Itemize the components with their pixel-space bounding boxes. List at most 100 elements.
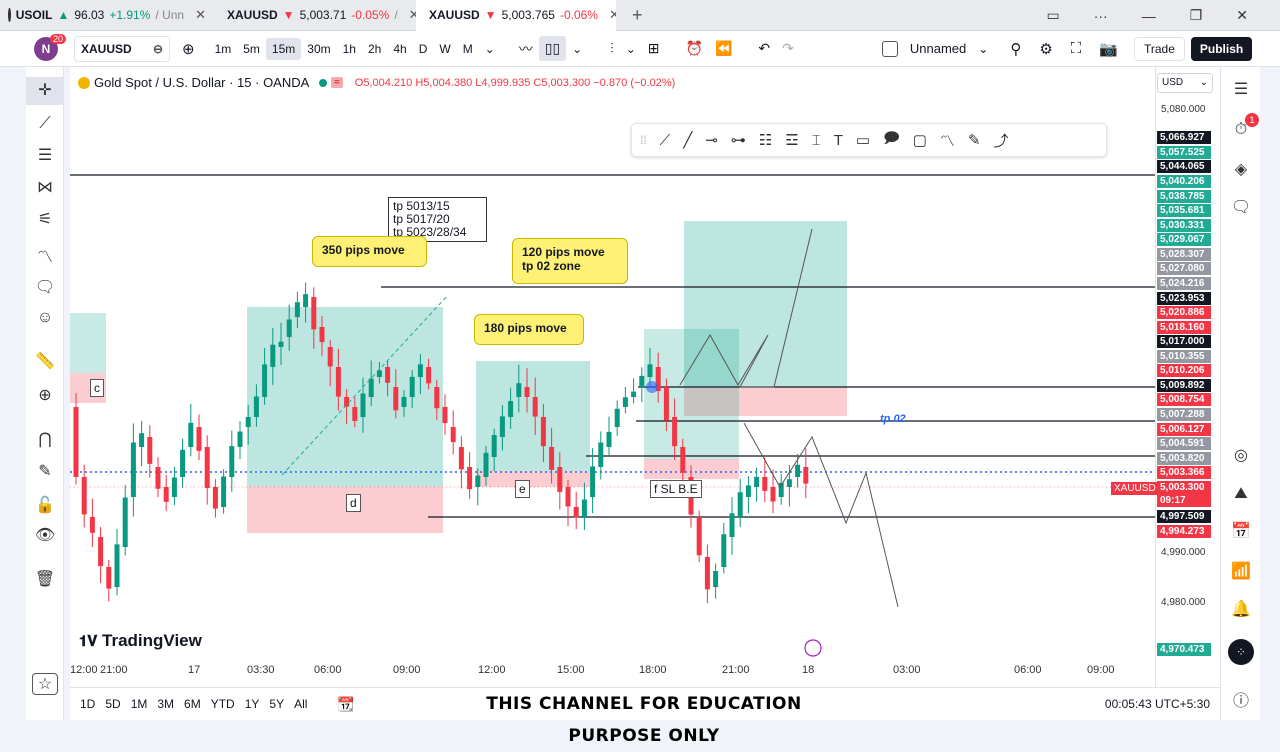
magnet-icon[interactable]: ⋂ bbox=[38, 431, 52, 448]
interval-2h[interactable]: 2h bbox=[367, 41, 382, 56]
measure-icon[interactable]: 📏 bbox=[35, 353, 55, 370]
curve-icon[interactable]: ⤴ bbox=[993, 132, 1009, 150]
fib-icon[interactable]: ☰ bbox=[37, 147, 53, 164]
zoom-icon[interactable]: ⊕ bbox=[38, 387, 52, 404]
interval-30m[interactable]: 30m bbox=[307, 41, 331, 56]
fib-extension-icon[interactable]: ☲ bbox=[785, 132, 799, 149]
text-tool-icon[interactable]: 🗨 bbox=[34, 279, 56, 296]
screen-icon[interactable]: ▭ bbox=[1046, 7, 1060, 23]
lock-icon[interactable]: 🔓 bbox=[35, 497, 55, 514]
alerts-clock-icon[interactable]: ⏱ bbox=[1234, 121, 1248, 138]
line-chart-icon[interactable]: 〰 bbox=[518, 40, 533, 57]
callout-icon[interactable]: ▭ bbox=[855, 132, 871, 149]
minimize-icon[interactable]: — bbox=[1141, 7, 1156, 24]
ideas-icon[interactable]: ⛰ bbox=[1234, 485, 1248, 502]
favorites-icon[interactable]: ☆ bbox=[32, 673, 58, 695]
more-icon[interactable]: ··· bbox=[1093, 7, 1108, 24]
interval-D[interactable]: D bbox=[418, 41, 428, 56]
interval-1m[interactable]: 1m bbox=[214, 41, 232, 56]
publish-button[interactable]: Publish bbox=[1190, 36, 1253, 61]
crosshair-icon[interactable]: ✛ bbox=[26, 77, 64, 105]
position-icon[interactable]: ⚟ bbox=[37, 211, 53, 228]
apps-grid-icon[interactable]: ⁘ bbox=[1221, 639, 1261, 665]
ray-icon[interactable]: ⟋ bbox=[659, 131, 671, 149]
target-icon[interactable]: ◎ bbox=[1234, 447, 1248, 464]
line-icon[interactable]: ╱ bbox=[683, 132, 693, 149]
undo-icon[interactable]: ↶ bbox=[758, 40, 771, 56]
tag-d[interactable]: d bbox=[346, 494, 361, 512]
chat-icon[interactable]: 🗨 bbox=[1230, 199, 1252, 216]
indicators-icon[interactable]: ⫶ bbox=[610, 40, 614, 56]
trash-icon[interactable]: 🗑 bbox=[34, 571, 56, 588]
fullscreen-icon[interactable]: ⛶ bbox=[1070, 40, 1082, 57]
range-3m[interactable]: 3M bbox=[157, 697, 175, 711]
candles-icon[interactable]: ▯▯ bbox=[538, 36, 567, 61]
redo-icon[interactable]: ↷ bbox=[782, 40, 794, 56]
callout-120-pips[interactable]: 120 pips move tp 02 zone bbox=[512, 238, 628, 284]
tp02-label[interactable]: tp 02 bbox=[880, 413, 906, 425]
notifications-icon[interactable]: 🔔 bbox=[1231, 601, 1251, 618]
interval-5m[interactable]: 5m bbox=[243, 41, 260, 56]
chart-type-dropdown-icon[interactable]: ⌄ bbox=[572, 41, 583, 56]
range-1d[interactable]: 1D bbox=[80, 697, 96, 711]
brush-icon[interactable]: ✎ bbox=[967, 132, 981, 149]
templates-icon[interactable]: ⊞ bbox=[647, 40, 660, 56]
range-ytd[interactable]: YTD bbox=[210, 697, 235, 711]
trade-button[interactable]: Trade bbox=[1133, 36, 1185, 61]
interval-W[interactable]: W bbox=[439, 41, 451, 56]
browser-tab-xauusd-2[interactable]: XAUUSD ▼ 5,003.765 -0.06% ✕ bbox=[416, 0, 616, 31]
text-icon[interactable]: T bbox=[833, 131, 843, 149]
horizontal-ray-icon[interactable]: ⊸ bbox=[705, 132, 718, 149]
add-symbol-icon[interactable]: ⊕ bbox=[182, 40, 195, 58]
calendar-range-icon[interactable]: 📆 bbox=[337, 695, 355, 712]
range-5d[interactable]: 5D bbox=[105, 697, 121, 711]
range-1m[interactable]: 1M bbox=[130, 697, 148, 711]
range-5y[interactable]: 5Y bbox=[269, 697, 285, 711]
interval-15m[interactable]: 15m bbox=[265, 37, 302, 60]
calendar-icon[interactable]: 📅 bbox=[1231, 523, 1251, 540]
close-icon[interactable]: ✕ bbox=[408, 7, 416, 22]
tag-e[interactable]: e bbox=[515, 480, 530, 498]
range-6m[interactable]: 6M bbox=[184, 697, 201, 711]
range-1y[interactable]: 1Y bbox=[244, 697, 260, 711]
stream-icon[interactable]: 📶 bbox=[1231, 563, 1251, 580]
replay-icon[interactable]: ⏪ bbox=[714, 40, 733, 56]
layout-name[interactable]: Unnamed bbox=[909, 41, 967, 56]
callout-350-pips[interactable]: 350 pips move bbox=[312, 236, 427, 267]
interval-4h[interactable]: 4h bbox=[393, 41, 407, 56]
chart-pane[interactable] bbox=[70, 67, 1155, 687]
lock-drawing-icon[interactable]: ✎ bbox=[38, 463, 52, 480]
watchlist-icon[interactable]: ☰ bbox=[1233, 81, 1249, 98]
tag-c[interactable]: c bbox=[90, 379, 104, 397]
close-icon[interactable]: ✕ bbox=[195, 7, 206, 22]
interval-M[interactable]: M bbox=[462, 41, 473, 56]
close-window-icon[interactable]: ✕ bbox=[1236, 7, 1248, 23]
pattern-icon[interactable]: ⋈ bbox=[37, 179, 53, 196]
browser-tab-xauusd-1[interactable]: XAUUSD ▼ 5,003.71 -0.05% / ✕ bbox=[214, 0, 416, 31]
interval-dropdown-icon[interactable]: ⌄ bbox=[484, 41, 495, 56]
help-icon[interactable]: ⓘ bbox=[1232, 693, 1249, 710]
sl-be-note[interactable]: f SL B.E bbox=[650, 480, 702, 498]
trend-line-icon[interactable]: ⟋ bbox=[39, 115, 51, 132]
comment-icon[interactable]: 🗩 bbox=[883, 129, 900, 147]
drag-handle-icon[interactable]: ⁞⁞ bbox=[640, 133, 647, 147]
chart-canvas[interactable] bbox=[70, 67, 1155, 687]
quick-search-icon[interactable]: ⚲ bbox=[1010, 40, 1022, 58]
fib-retracement-icon[interactable]: ☷ bbox=[758, 132, 773, 149]
new-tab-icon[interactable]: + bbox=[632, 4, 643, 25]
rectangle-icon[interactable]: ▢ bbox=[912, 132, 927, 149]
layout-checkbox[interactable] bbox=[881, 40, 898, 57]
layers-icon[interactable]: ◈ bbox=[1234, 161, 1248, 178]
callout-180-pips[interactable]: 180 pips move bbox=[474, 314, 584, 345]
snapshot-icon[interactable]: 📷 bbox=[1099, 40, 1118, 58]
tp-note[interactable]: tp 5013/15 tp 5017/20 tp 5023/28/34 bbox=[388, 197, 487, 242]
indicators-dropdown-icon[interactable]: ⌄ bbox=[625, 41, 636, 56]
range-icon[interactable]: ⌶ bbox=[811, 131, 821, 149]
alert-icon[interactable]: ⏰ bbox=[685, 40, 703, 56]
range-all[interactable]: All bbox=[294, 697, 308, 711]
time-axis[interactable]: 21:00 17 03:30 06:00 09:00 12:00 15:00 18:00 21:… bbox=[70, 658, 1155, 684]
series-title[interactable]: Gold Spot / U.S. Dollar · 15 · OANDA bbox=[94, 75, 310, 90]
emoji-icon[interactable]: ☺ bbox=[36, 309, 54, 326]
visibility-icon[interactable]: 👁 bbox=[34, 527, 56, 544]
path-icon[interactable]: 〽 bbox=[939, 132, 955, 150]
